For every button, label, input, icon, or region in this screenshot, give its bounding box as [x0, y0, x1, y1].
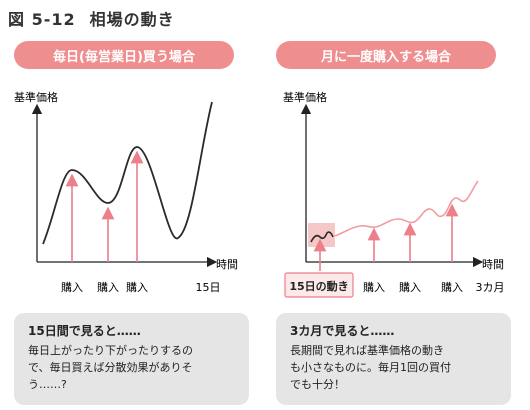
left-note-line-3: う……? — [28, 378, 67, 391]
right-note-line-2: も小さなものに。毎月1回の買付 — [290, 361, 451, 374]
fifteen-day-mini-curve — [310, 231, 334, 243]
right-buy-label-1: 購入 — [363, 280, 385, 294]
left-buy-label-2: 購入 — [97, 280, 119, 294]
left-note-title: 15日間で見ると…… — [28, 324, 141, 338]
right-end-label: 3カ月 — [476, 281, 505, 294]
right-buy-label-3: 購入 — [441, 280, 463, 294]
left-note-line-1: 毎日上がったり下がったりするの — [28, 344, 193, 357]
left-x-axis-label: 時間 — [216, 258, 238, 271]
right-note-line-3: でも十分！ — [290, 378, 345, 391]
left-y-axis-label: 基準価格 — [14, 90, 58, 104]
fifteen-day-callout-box — [284, 272, 354, 298]
right-price-curve — [334, 180, 479, 237]
fifteen-day-callout-label: 15日の動き — [289, 279, 348, 293]
left-price-curve — [42, 101, 213, 245]
right-y-axis-label: 基準価格 — [283, 90, 327, 104]
right-x-axis-label: 時間 — [482, 258, 504, 271]
left-note-line-2: で、毎日買えば分散効果がありそ — [28, 361, 193, 374]
left-buy-label-3: 購入 — [126, 280, 148, 294]
figure-number: 図 5-12 — [8, 10, 76, 29]
left-panel-header: 毎日(毎営業日)買う場合 — [14, 41, 234, 69]
right-note-box: 3カ月で見ると…… 長期間で見れば基準価格の動き も小さなものに。毎月1回の買付… — [276, 313, 511, 405]
left-end-label: 15日 — [196, 281, 221, 294]
right-buy-label-2: 購入 — [399, 280, 421, 294]
right-note-line-1: 長期間で見れば基準価格の動き — [290, 344, 444, 357]
right-note-title: 3カ月で見ると…… — [290, 324, 395, 338]
left-buy-label-1: 購入 — [61, 280, 83, 294]
fifteen-day-highlight-box — [308, 223, 335, 247]
figure-title: 図 5-12 相場の動き — [8, 6, 175, 30]
left-note-box: 15日間で見ると…… 毎日上がったり下がったりするの で、毎日買えば分散効果があ… — [14, 313, 249, 405]
figure-title-text: 相場の動き — [89, 10, 175, 29]
right-panel-header: 月に一度購入する場合 — [276, 41, 496, 69]
